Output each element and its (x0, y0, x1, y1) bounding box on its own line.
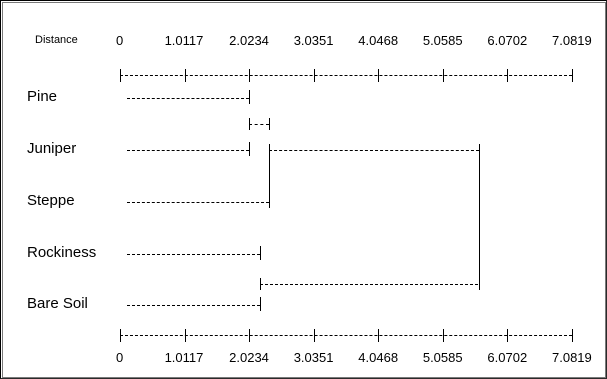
top-tick-label: 2.0234 (229, 33, 269, 48)
bottom-tick-label: 2.0234 (229, 350, 269, 365)
bottom-axis-tick (507, 329, 508, 342)
top-axis-tick (378, 69, 379, 82)
branch-pj-steppe-to-root (269, 150, 479, 151)
bottom-axis-tick (249, 329, 250, 342)
merge-pj-tick (269, 118, 270, 130)
bottom-axis-tick (120, 329, 121, 342)
top-axis-tick (249, 69, 250, 82)
merge-juniper-tick (249, 142, 250, 156)
leaf-label: Bare Soil (27, 295, 88, 312)
branch-rockiness-baresoil (260, 284, 478, 285)
top-tick-label: 1.0117 (164, 33, 204, 48)
leaf-label: Steppe (27, 192, 75, 209)
root-node (479, 144, 480, 290)
bottom-tick-label: 5.0585 (422, 350, 463, 365)
top-tick-label: 7.0819 (552, 33, 592, 48)
distance-label: Distance (35, 34, 78, 46)
top-axis-tick (572, 69, 573, 82)
top-tick-label: 6.0702 (487, 33, 528, 48)
merge-pine-tick (249, 90, 250, 104)
leaf-label: Juniper (27, 140, 77, 157)
bottom-axis-tick (572, 329, 573, 342)
top-axis-line (120, 75, 572, 76)
merge-rockiness-tick (260, 246, 261, 260)
bottom-tick-label: 1.0117 (164, 350, 204, 365)
top-axis-tick (120, 69, 121, 82)
node-pj-steppe (269, 144, 270, 208)
bottom-tick-label: 6.0702 (487, 350, 528, 365)
merge-baresoil-tick (260, 297, 261, 311)
branch-pine (127, 98, 249, 99)
top-axis-tick (507, 69, 508, 82)
bottom-tick-label: 0 (116, 350, 124, 365)
top-axis-tick (185, 69, 186, 82)
bottom-tick-label: 4.0468 (358, 350, 399, 365)
branch-bare-soil (127, 305, 260, 306)
top-tick-label: 3.0351 (293, 33, 334, 48)
bottom-axis-line (120, 335, 572, 336)
bottom-axis-tick (378, 329, 379, 342)
top-axis-tick (443, 69, 444, 82)
bottom-axis-tick (185, 329, 186, 342)
bottom-tick-label: 7.0819 (552, 350, 592, 365)
top-tick-label: 5.0585 (422, 33, 463, 48)
bottom-tick-label: 3.0351 (293, 350, 334, 365)
branch-steppe (127, 202, 269, 203)
branch-juniper (127, 150, 249, 151)
leaf-label: Pine (27, 88, 58, 105)
branch-rockiness (127, 254, 260, 255)
top-tick-label: 4.0468 (358, 33, 399, 48)
bottom-axis-tick (443, 329, 444, 342)
bottom-axis-tick (314, 329, 315, 342)
top-axis-tick (314, 69, 315, 82)
branch-pine-juniper (249, 124, 269, 125)
leaf-label: Rockiness (27, 244, 97, 261)
top-tick-label: 0 (116, 33, 124, 48)
